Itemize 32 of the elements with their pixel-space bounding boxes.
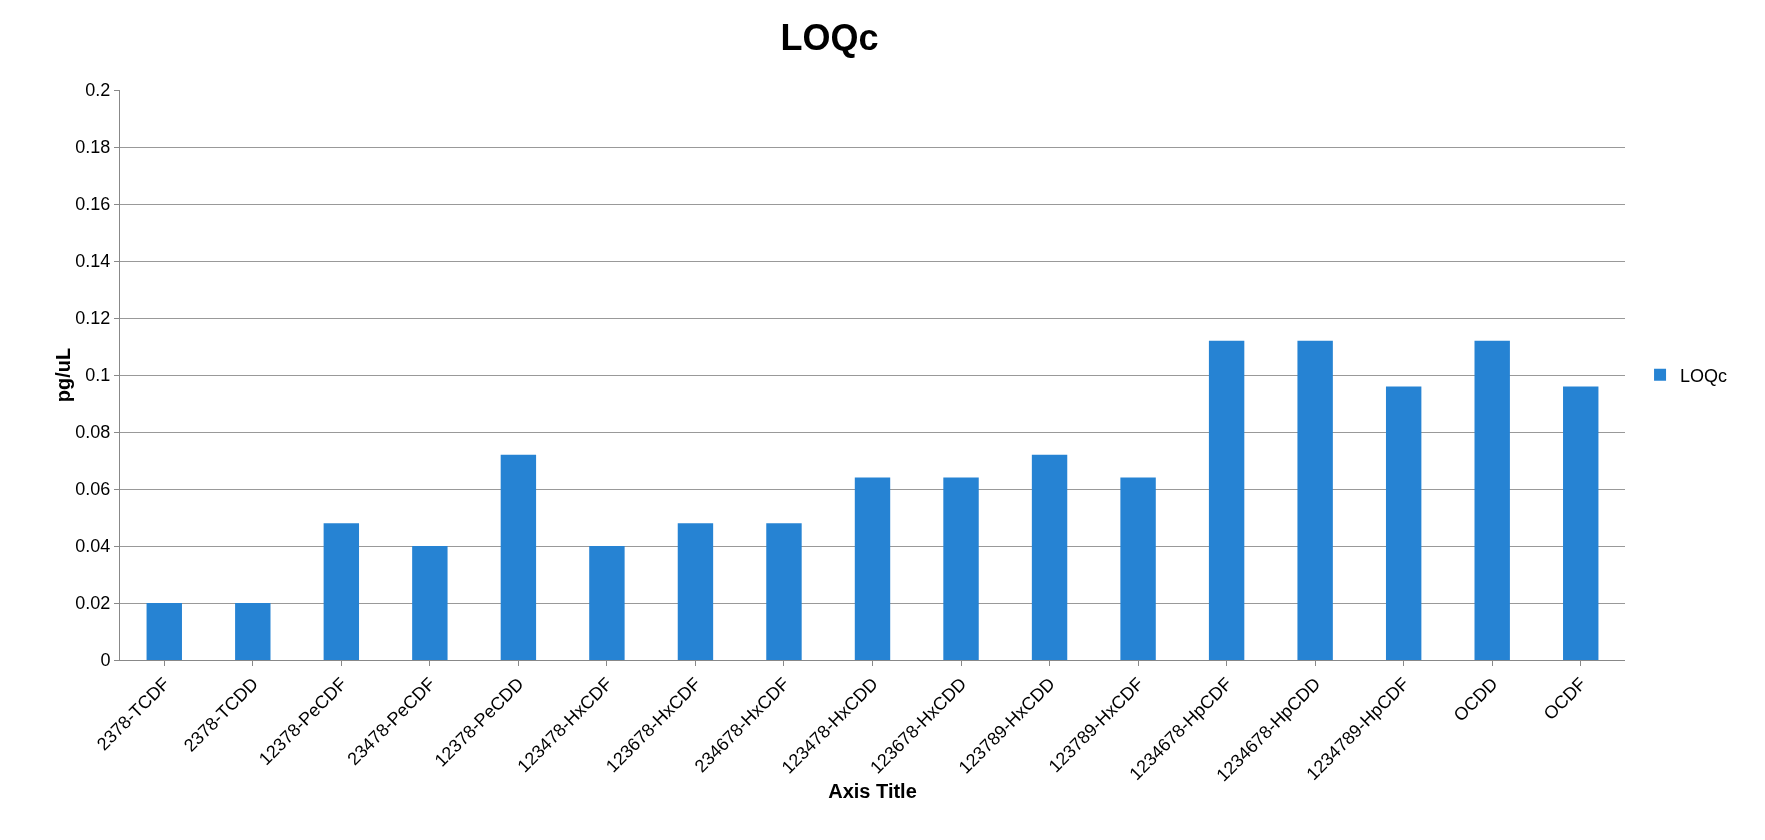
y-tick-label: 0.04 (75, 536, 111, 557)
y-tick-label: 0.06 (75, 479, 111, 500)
y-tick-label: 0 (100, 650, 111, 671)
y-tick-label: 0.16 (75, 194, 111, 215)
bar (146, 603, 182, 660)
bar (589, 546, 625, 660)
bar (412, 546, 448, 660)
bar (943, 477, 979, 660)
y-tick-label: 0.08 (75, 422, 111, 443)
bar (235, 603, 271, 660)
y-tick-label: 0.2 (85, 80, 111, 101)
bar (1297, 340, 1333, 660)
y-tick-label: 0.1 (85, 365, 111, 386)
y-tick-label: 0.14 (75, 251, 111, 272)
chart-title: LOQc (780, 17, 879, 59)
bar (1031, 454, 1068, 660)
bar (766, 523, 802, 660)
bar (1385, 386, 1422, 660)
y-tick-label: 0.02 (75, 593, 111, 614)
bar (1474, 340, 1510, 660)
y-axis-title: pg/uL (52, 347, 74, 403)
bar (1563, 386, 1599, 660)
bar (854, 477, 891, 660)
bar (1208, 340, 1245, 660)
bar (323, 523, 360, 660)
bar (677, 523, 714, 660)
x-axis-title: Axis Title (828, 779, 917, 802)
bar (1120, 477, 1156, 660)
legend-label: LOQc (1680, 365, 1728, 386)
y-tick-label: 0.12 (75, 308, 111, 329)
bar (500, 454, 537, 660)
y-tick-label: 0.18 (75, 137, 111, 158)
